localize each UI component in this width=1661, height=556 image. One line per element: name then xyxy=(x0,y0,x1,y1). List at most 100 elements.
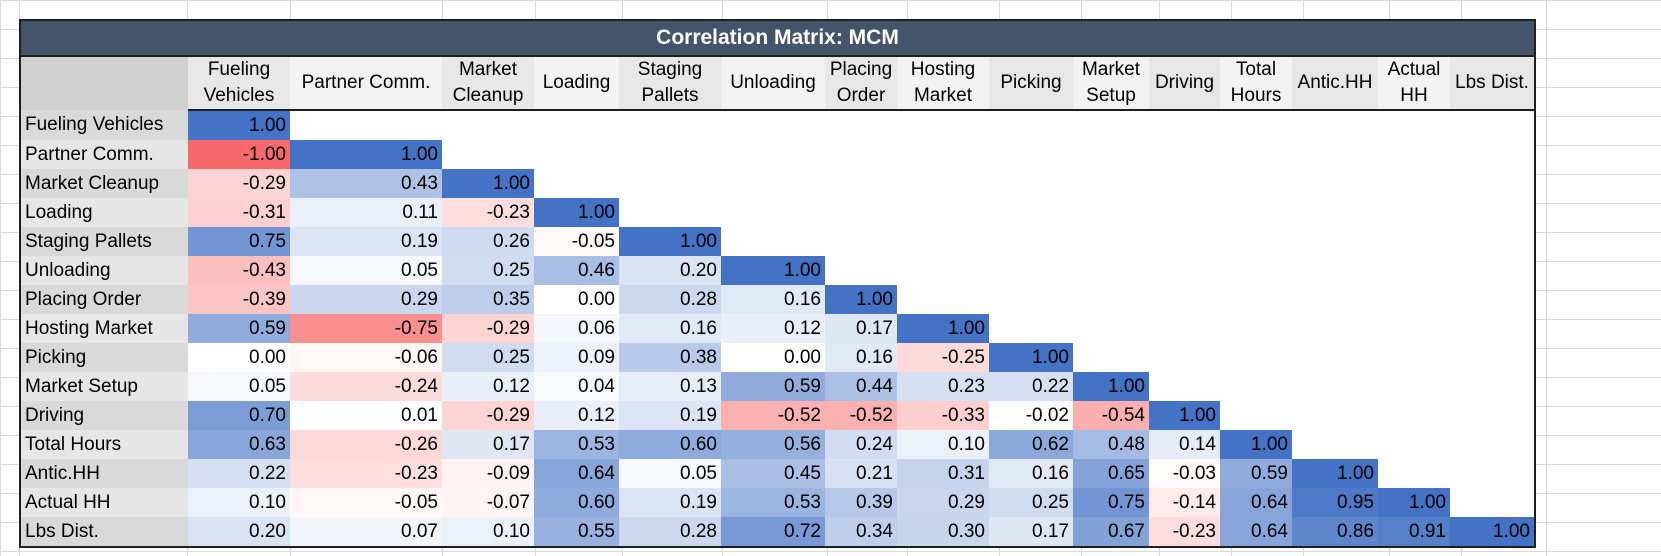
empty-cell xyxy=(619,198,721,227)
heatmap-cell: 0.67 xyxy=(1073,517,1149,547)
heatmap-cell: 0.59 xyxy=(721,372,825,401)
empty-cell xyxy=(1073,343,1149,372)
empty-cell xyxy=(1220,198,1292,227)
empty-cell xyxy=(897,256,989,285)
empty-cell xyxy=(1292,314,1378,343)
row-header: Picking xyxy=(20,343,188,372)
empty-cell xyxy=(1073,256,1149,285)
heatmap-cell: 1.00 xyxy=(989,343,1073,372)
empty-cell xyxy=(897,198,989,227)
column-header: Hosting Market xyxy=(897,56,989,111)
empty-cell xyxy=(1149,285,1220,314)
heatmap-cell: 0.23 xyxy=(897,372,989,401)
column-header-label: Market xyxy=(913,85,973,106)
heatmap-cell: 0.21 xyxy=(825,459,897,488)
heatmap-cell: -0.23 xyxy=(290,459,442,488)
heatmap-cell: -0.29 xyxy=(442,401,534,430)
table-row: Unloading -0.43 0.05 0.25 0.46 0.20 1.00 xyxy=(20,256,1535,285)
heatmap-cell: 0.59 xyxy=(188,314,290,343)
column-header-label: Placing xyxy=(829,59,893,80)
heatmap-cell: 0.29 xyxy=(290,285,442,314)
empty-cell xyxy=(1292,140,1378,169)
column-header-label: Picking xyxy=(1000,72,1062,93)
heatmap-cell: -0.23 xyxy=(442,198,534,227)
heatmap-cell: 0.10 xyxy=(442,517,534,547)
column-header-label: Antic.HH xyxy=(1297,72,1373,93)
heatmap-cell: 0.05 xyxy=(188,372,290,401)
empty-cell xyxy=(1149,227,1220,256)
row-header: Hosting Market xyxy=(20,314,188,343)
empty-cell xyxy=(1292,430,1378,459)
heatmap-cell: -0.09 xyxy=(442,459,534,488)
heatmap-cell: 0.43 xyxy=(290,169,442,198)
empty-cell xyxy=(1378,343,1450,372)
heatmap-cell: 0.62 xyxy=(989,430,1073,459)
row-header: Actual HH xyxy=(20,488,188,517)
empty-cell xyxy=(1073,285,1149,314)
empty-cell xyxy=(1450,488,1535,517)
empty-cell xyxy=(825,110,897,140)
heatmap-cell: 0.35 xyxy=(442,285,534,314)
row-header: Market Cleanup xyxy=(20,169,188,198)
matrix-title: Correlation Matrix: MCM xyxy=(20,20,1535,57)
heatmap-cell: 0.19 xyxy=(619,488,721,517)
heatmap-cell: -0.05 xyxy=(534,227,619,256)
heatmap-cell: 0.31 xyxy=(897,459,989,488)
empty-cell xyxy=(1378,256,1450,285)
heatmap-cell: 0.28 xyxy=(619,285,721,314)
heatmap-cell: 0.00 xyxy=(721,343,825,372)
heatmap-cell: 0.13 xyxy=(619,372,721,401)
heatmap-cell: -0.26 xyxy=(290,430,442,459)
empty-cell xyxy=(1149,372,1220,401)
empty-cell xyxy=(825,169,897,198)
column-header-label: Total xyxy=(1235,59,1277,80)
column-header-label: Vehicles xyxy=(203,85,275,106)
empty-cell xyxy=(1220,314,1292,343)
empty-cell xyxy=(1220,110,1292,140)
table-row: Placing Order -0.39 0.29 0.35 0.00 0.28 0.16 1.… xyxy=(20,285,1535,314)
heatmap-cell: 1.00 xyxy=(1378,488,1450,517)
heatmap-cell: 0.45 xyxy=(721,459,825,488)
empty-cell xyxy=(1149,256,1220,285)
empty-cell xyxy=(534,140,619,169)
empty-cell xyxy=(989,285,1073,314)
table-row: Picking 0.00 -0.06 0.25 0.09 0.38 0.00 0.16 -0.2… xyxy=(20,343,1535,372)
heatmap-cell: -0.29 xyxy=(442,314,534,343)
column-header-label: Pallets xyxy=(641,85,699,106)
empty-cell xyxy=(1378,401,1450,430)
empty-cell xyxy=(989,169,1073,198)
column-header-label: Loading xyxy=(542,72,611,93)
empty-cell xyxy=(1220,285,1292,314)
heatmap-cell: 0.19 xyxy=(619,401,721,430)
empty-cell xyxy=(1378,285,1450,314)
heatmap-cell: 0.86 xyxy=(1292,517,1378,547)
heatmap-cell: 0.04 xyxy=(534,372,619,401)
empty-cell xyxy=(721,198,825,227)
empty-cell xyxy=(1073,169,1149,198)
heatmap-cell: 0.29 xyxy=(897,488,989,517)
column-header-label: Market xyxy=(1081,59,1141,80)
empty-cell xyxy=(989,198,1073,227)
heatmap-cell: 0.34 xyxy=(825,517,897,547)
empty-cell xyxy=(1450,227,1535,256)
column-header-label: Unloading xyxy=(730,72,816,93)
heatmap-cell: 0.64 xyxy=(1220,488,1292,517)
empty-cell xyxy=(1450,372,1535,401)
empty-cell xyxy=(1073,140,1149,169)
empty-cell xyxy=(1450,314,1535,343)
column-header-label: Order xyxy=(836,85,886,106)
column-header-row: Fueling Vehicles Partner Comm. Market Cleanu… xyxy=(20,56,1535,111)
empty-cell xyxy=(1149,314,1220,343)
heatmap-cell: 0.17 xyxy=(442,430,534,459)
empty-cell xyxy=(1378,459,1450,488)
column-header: Total Hours xyxy=(1220,56,1292,111)
empty-cell xyxy=(1220,343,1292,372)
heatmap-cell: 0.17 xyxy=(989,517,1073,547)
empty-cell xyxy=(721,169,825,198)
table-row: Lbs Dist. 0.20 0.07 0.10 0.55 0.28 0.72 0.34 0.3… xyxy=(20,517,1535,547)
empty-cell xyxy=(989,256,1073,285)
column-header: Partner Comm. xyxy=(290,56,442,111)
heatmap-cell: 0.22 xyxy=(188,459,290,488)
heatmap-cell: 1.00 xyxy=(1073,372,1149,401)
empty-cell xyxy=(442,110,534,140)
